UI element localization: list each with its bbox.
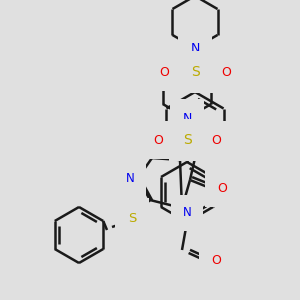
Text: N: N: [190, 41, 200, 55]
Text: O: O: [211, 254, 221, 266]
Text: N: N: [182, 112, 192, 124]
Text: N: N: [126, 172, 134, 184]
Text: O: O: [153, 134, 163, 146]
Text: N: N: [183, 206, 191, 220]
Text: S: S: [183, 133, 191, 147]
Text: O: O: [211, 134, 221, 146]
Text: O: O: [159, 65, 169, 79]
Text: O: O: [221, 65, 231, 79]
Text: S: S: [128, 212, 136, 224]
Text: S: S: [190, 65, 200, 79]
Text: O: O: [217, 182, 227, 194]
